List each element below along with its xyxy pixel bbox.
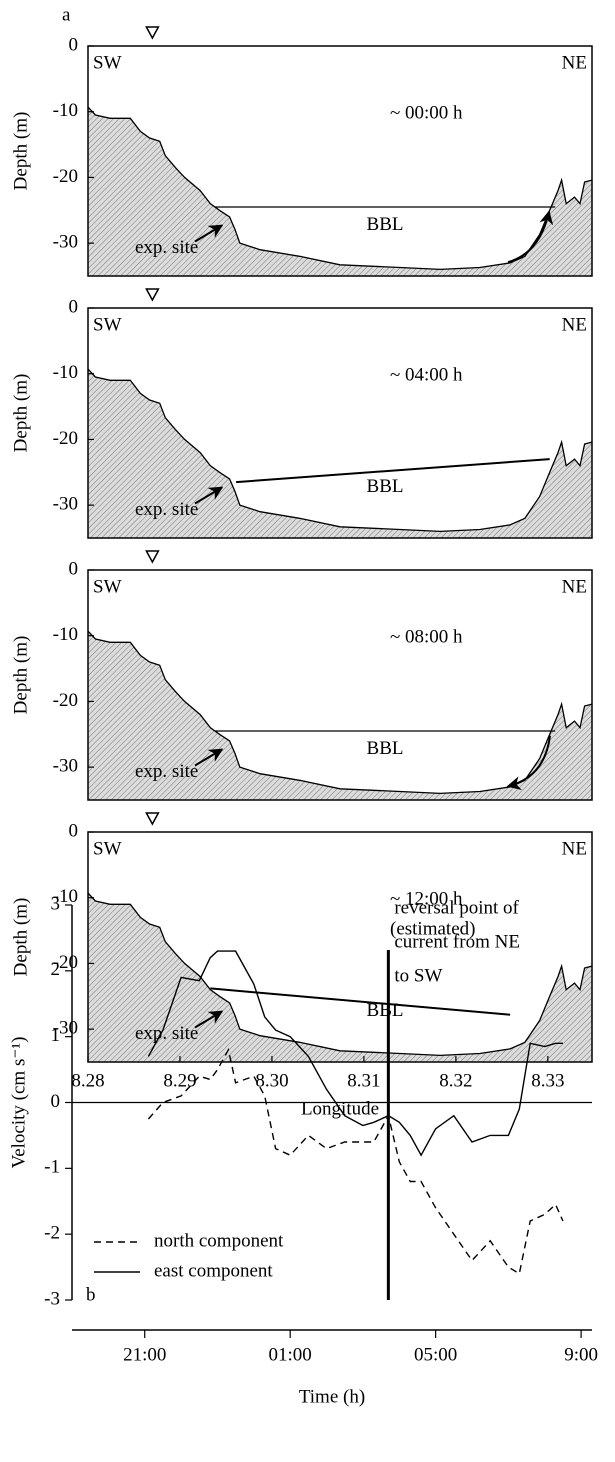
bathymetry-line	[87, 368, 593, 533]
plot-frame	[87, 831, 593, 1063]
x-tick-label: 9:00	[564, 1344, 598, 1365]
x-tick-label: 21:00	[123, 1344, 166, 1365]
y-axis-label: Depth (m)	[10, 112, 31, 191]
y-tick-label: 0	[69, 820, 79, 841]
y-tick-label: 2	[51, 959, 61, 980]
y-tick-label: 0	[51, 1091, 61, 1112]
y-axis-label: Velocity (cm s⁻¹)	[8, 1037, 29, 1169]
time-label: ~ 04:00 h	[390, 364, 463, 385]
series-line	[147, 950, 563, 1157]
y-tick-label: -20	[53, 166, 78, 187]
y-axis-label: Depth (m)	[10, 898, 31, 977]
panel-label: b	[86, 1284, 96, 1305]
plot-frame	[87, 45, 593, 277]
x-tick-label: 8.28	[71, 1070, 104, 1091]
x-tick-label: 8.29	[163, 1070, 196, 1091]
x-tick-label: 01:00	[269, 1344, 312, 1365]
time-label: ~ 00:00 h	[390, 102, 463, 123]
y-tick-label: -1	[44, 1157, 60, 1178]
y-tick-label: 0	[69, 34, 79, 55]
y-tick-label: -2	[44, 1223, 60, 1244]
time-label: (estimated)	[390, 918, 475, 939]
y-tick-label: 0	[69, 558, 79, 579]
site-label: exp. site	[135, 499, 198, 520]
x-tick-label: 8.31	[347, 1070, 380, 1091]
y-tick-label: -10	[53, 362, 78, 383]
y-tick-label: -3	[44, 1288, 60, 1309]
y-axis-label: Depth (m)	[10, 374, 31, 453]
legend-label: east component	[154, 1260, 273, 1281]
bathymetry-line	[87, 630, 593, 795]
layer-label: BBL	[367, 1000, 404, 1021]
panel-label: a	[62, 4, 71, 25]
site-label: exp. site	[135, 237, 198, 258]
arrow	[194, 224, 224, 243]
plot-frame	[87, 569, 593, 801]
side-label: SW	[93, 576, 122, 597]
y-tick-label: -30	[53, 756, 78, 777]
site-marker	[145, 288, 160, 302]
side-label: NE	[562, 52, 587, 73]
side-label: NE	[562, 576, 587, 597]
side-label: SW	[93, 314, 122, 335]
y-tick-label: -10	[53, 100, 78, 121]
time-label: ~ 08:00 h	[390, 626, 463, 647]
time-label: ~ 12:00 h	[390, 888, 463, 909]
annotation: to SW	[394, 965, 442, 986]
x-tick-label: 05:00	[414, 1344, 457, 1365]
bathymetry-line	[87, 892, 593, 1057]
site-label: exp. site	[135, 761, 198, 782]
layer-label: BBL	[367, 738, 404, 759]
side-label: NE	[562, 314, 587, 335]
x-tick-label: 8.30	[255, 1070, 288, 1091]
plot-frame	[87, 307, 593, 539]
y-tick-label: -30	[53, 494, 78, 515]
bbl-top-line	[210, 987, 511, 1016]
site-marker	[145, 26, 160, 40]
side-label: NE	[562, 838, 587, 859]
bbl-top-line	[236, 458, 550, 484]
arrow	[194, 486, 224, 505]
annotation: reversal point of	[394, 897, 519, 918]
layer-label: BBL	[367, 476, 404, 497]
site-marker	[145, 812, 160, 826]
side-label: SW	[93, 52, 122, 73]
y-tick-label: 1	[51, 1025, 61, 1046]
y-tick-label: -20	[53, 428, 78, 449]
y-tick-label: 0	[69, 296, 79, 317]
site-label: exp. site	[135, 1023, 198, 1044]
y-tick-label: -30	[53, 232, 78, 253]
arrow	[194, 748, 224, 767]
legend-label: north component	[154, 1230, 284, 1251]
arrow	[194, 1010, 224, 1029]
annotation: current from NE	[394, 931, 520, 952]
site-marker	[145, 550, 160, 564]
y-tick-label: -10	[53, 886, 78, 907]
x-tick-label: 8.33	[531, 1070, 564, 1091]
arrow	[506, 735, 551, 790]
arrow	[507, 210, 554, 264]
x-axis-label: Time (h)	[299, 1386, 365, 1407]
y-tick-label: -20	[53, 690, 78, 711]
layer-label: BBL	[367, 214, 404, 235]
y-tick-label: 3	[51, 893, 61, 914]
y-tick-label: -10	[53, 624, 78, 645]
x-tick-label: 8.32	[439, 1070, 472, 1091]
bathymetry-line	[87, 106, 593, 271]
y-axis-label: Depth (m)	[10, 636, 31, 715]
side-label: SW	[93, 838, 122, 859]
